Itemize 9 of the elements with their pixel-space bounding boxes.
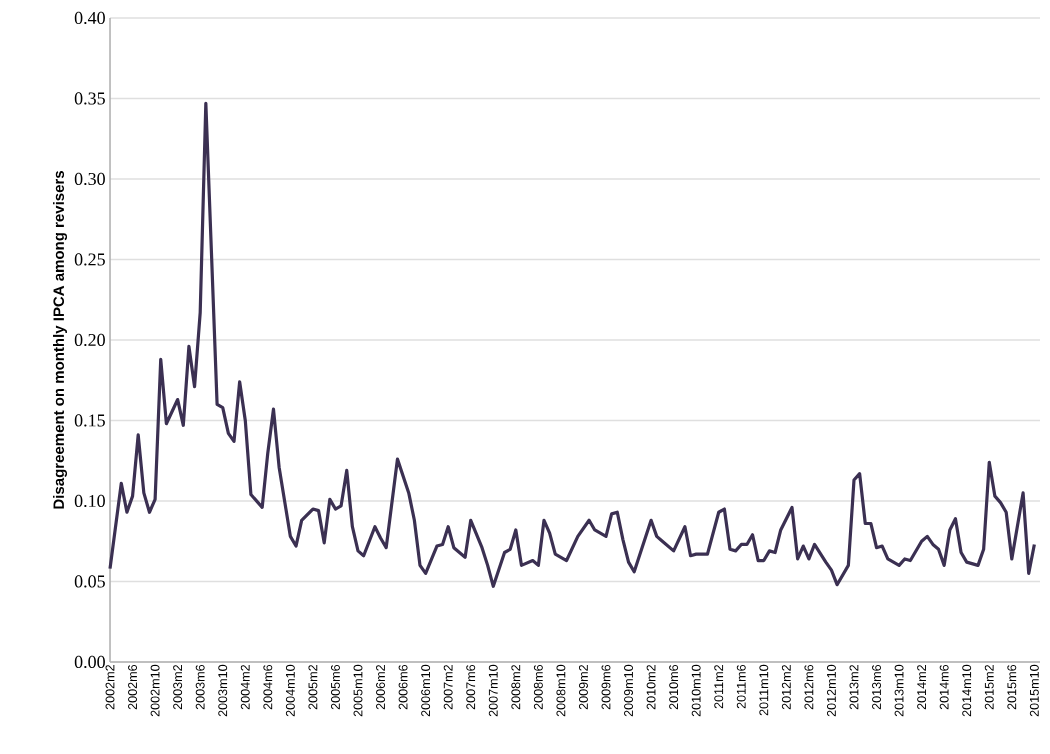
y-tick-label: 0.00 [74,655,105,669]
y-tick-label: 0.20 [74,333,105,347]
y-tick-label: 0.30 [74,172,105,186]
y-tick-label: 0.25 [74,253,105,266]
y-tick-label: 0.35 [74,92,105,105]
y-tick-label: 0.10 [74,494,105,508]
y-tick-label: 0.40 [74,11,105,25]
y-tick-label: 0.15 [74,414,105,427]
y-tick-label: 0.05 [74,575,105,588]
